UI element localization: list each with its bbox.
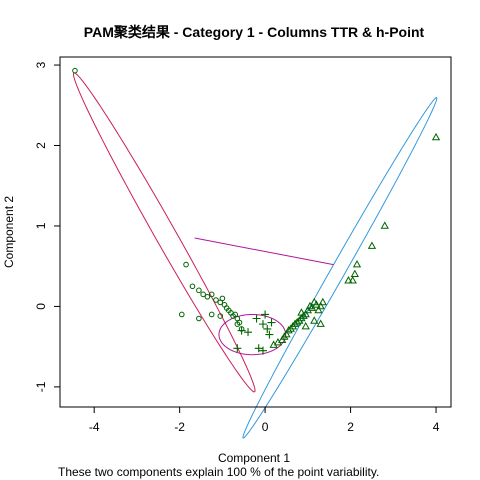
point-plus (252, 314, 261, 323)
point-triangle (307, 303, 317, 311)
point-plus (267, 318, 276, 327)
point-triangle (350, 269, 360, 278)
point-circle (219, 295, 226, 302)
point-triangle (278, 335, 287, 344)
y-axis: -1 0 1 2 3 (34, 61, 61, 392)
y-axis-label: Component 2 (2, 196, 16, 268)
point-triangle (310, 316, 319, 324)
point-triangle (284, 325, 293, 334)
point-triangle (310, 297, 319, 306)
point-triangle (269, 340, 278, 348)
y-tick-label: 0 (34, 303, 48, 310)
point-circle (196, 287, 202, 294)
chart-title: PAM聚类结果 - Category 1 - Columns TTR & h-P… (84, 24, 425, 40)
point-plus (233, 344, 242, 353)
point-circle (213, 297, 219, 303)
x-tick-label: 2 (347, 420, 354, 434)
point-circle (189, 283, 196, 290)
x-tick-label: 4 (433, 420, 440, 434)
cluster-ellipse (242, 96, 438, 439)
point-triangle (316, 319, 325, 327)
point-circle (196, 315, 202, 322)
point-circle (183, 261, 189, 268)
point-triangle (344, 276, 353, 284)
point-circle (200, 291, 206, 298)
point-circle (208, 291, 215, 298)
point-plus (258, 346, 267, 355)
point-plus (254, 344, 263, 353)
chart-subtitle: These two components explain 100 % of th… (58, 465, 379, 479)
x-tick-label: -2 (174, 420, 185, 434)
point-circle (178, 311, 185, 318)
point-circle (208, 311, 215, 318)
point-triangle (431, 132, 441, 141)
cluster-connector (194, 237, 334, 266)
y-tick-label: 2 (34, 142, 48, 149)
x-tick-label: -4 (89, 420, 100, 434)
point-triangle (348, 276, 357, 284)
point-triangle (305, 301, 315, 310)
y-tick-label: -1 (34, 381, 48, 392)
point-circle (217, 313, 224, 319)
y-tick-label: 1 (34, 222, 48, 229)
point-triangle (367, 241, 377, 249)
x-axis-label: Component 1 (218, 451, 290, 465)
connector-line (194, 237, 334, 266)
cluster-ellipse (72, 72, 256, 393)
cluster-ellipses (72, 72, 438, 439)
point-circle (234, 321, 241, 327)
point-triangle (301, 321, 310, 330)
x-axis: -4 -2 0 2 4 (89, 406, 440, 434)
point-plus (265, 330, 274, 339)
point-plus (263, 324, 272, 333)
cluster-ellipse (218, 313, 287, 356)
point-plus (261, 310, 270, 319)
y-tick-label: 3 (34, 61, 48, 68)
point-triangle (297, 308, 306, 316)
point-circle (72, 67, 78, 74)
point-triangle (380, 221, 389, 229)
point-plus (258, 320, 267, 329)
point-triangle (280, 332, 289, 340)
point-plus (237, 326, 246, 335)
x-tick-label: 0 (262, 420, 269, 434)
point-plus (244, 328, 253, 337)
point-triangle (312, 300, 321, 308)
point-triangle (273, 338, 283, 346)
data-points (72, 67, 441, 355)
point-circle (204, 293, 211, 300)
point-triangle (352, 259, 362, 268)
point-triangle (314, 305, 323, 314)
point-triangle (318, 297, 327, 306)
point-triangle (303, 305, 312, 314)
